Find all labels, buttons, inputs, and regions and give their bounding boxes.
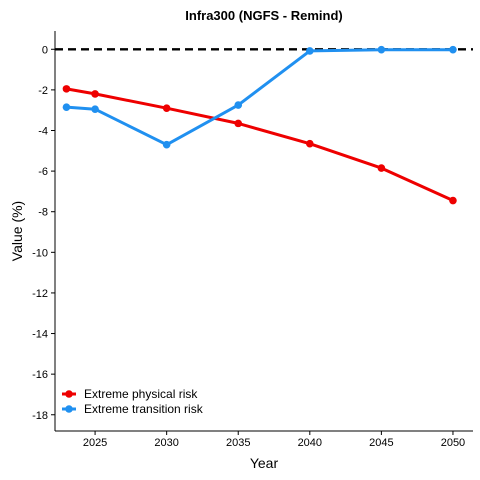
y-tick-label: -8 bbox=[38, 207, 48, 219]
y-tick-label: -16 bbox=[32, 369, 48, 381]
data-point bbox=[162, 140, 171, 149]
data-point bbox=[162, 104, 171, 112]
legend-item: Extreme physical risk bbox=[62, 387, 198, 401]
y-tick-label: 0 bbox=[42, 44, 48, 56]
y-axis: 0 -2 -4 -6 -8 -10 -12 -14 -16 -18 bbox=[32, 31, 56, 431]
data-point bbox=[377, 45, 386, 54]
x-axis-title: Year bbox=[250, 455, 279, 471]
x-tick-label: 2050 bbox=[441, 437, 465, 449]
y-tick-label: -14 bbox=[32, 329, 48, 341]
x-tick-label: 2045 bbox=[369, 437, 393, 449]
legend-label: Extreme transition risk bbox=[84, 402, 204, 416]
y-tick-label: -6 bbox=[38, 166, 48, 178]
x-tick-label: 2030 bbox=[154, 437, 178, 449]
chart-title: Infra300 (NGFS - Remind) bbox=[185, 8, 342, 23]
series-physical-risk bbox=[62, 85, 457, 205]
legend-label: Extreme physical risk bbox=[84, 387, 198, 401]
legend-key-point bbox=[65, 405, 73, 413]
series-line bbox=[66, 87, 454, 202]
x-tick-label: 2025 bbox=[83, 437, 107, 449]
y-tick-label: -18 bbox=[32, 410, 48, 422]
legend-item: Extreme transition risk bbox=[62, 402, 204, 416]
series-transition-risk bbox=[62, 45, 457, 149]
data-point bbox=[377, 164, 386, 172]
y-tick-label: -12 bbox=[32, 288, 48, 300]
data-point bbox=[62, 103, 71, 111]
data-point bbox=[234, 101, 243, 109]
data-point bbox=[306, 139, 314, 148]
y-tick-label: -4 bbox=[38, 125, 48, 137]
data-point bbox=[306, 47, 314, 55]
legend-key-point bbox=[65, 390, 73, 398]
y-tick-label: -10 bbox=[32, 247, 48, 259]
x-axis: 2025 2030 2035 2040 2045 2050 bbox=[55, 430, 473, 449]
x-tick-label: 2040 bbox=[298, 437, 322, 449]
y-axis-title: Value (%) bbox=[9, 201, 25, 261]
y-tick-label: -2 bbox=[38, 85, 48, 97]
data-point bbox=[449, 45, 457, 54]
data-point bbox=[91, 90, 99, 98]
series-layer bbox=[62, 45, 457, 205]
data-point bbox=[62, 85, 71, 93]
data-point bbox=[449, 196, 457, 205]
x-tick-label: 2035 bbox=[226, 437, 250, 449]
data-point bbox=[91, 105, 99, 113]
data-point bbox=[234, 119, 243, 128]
